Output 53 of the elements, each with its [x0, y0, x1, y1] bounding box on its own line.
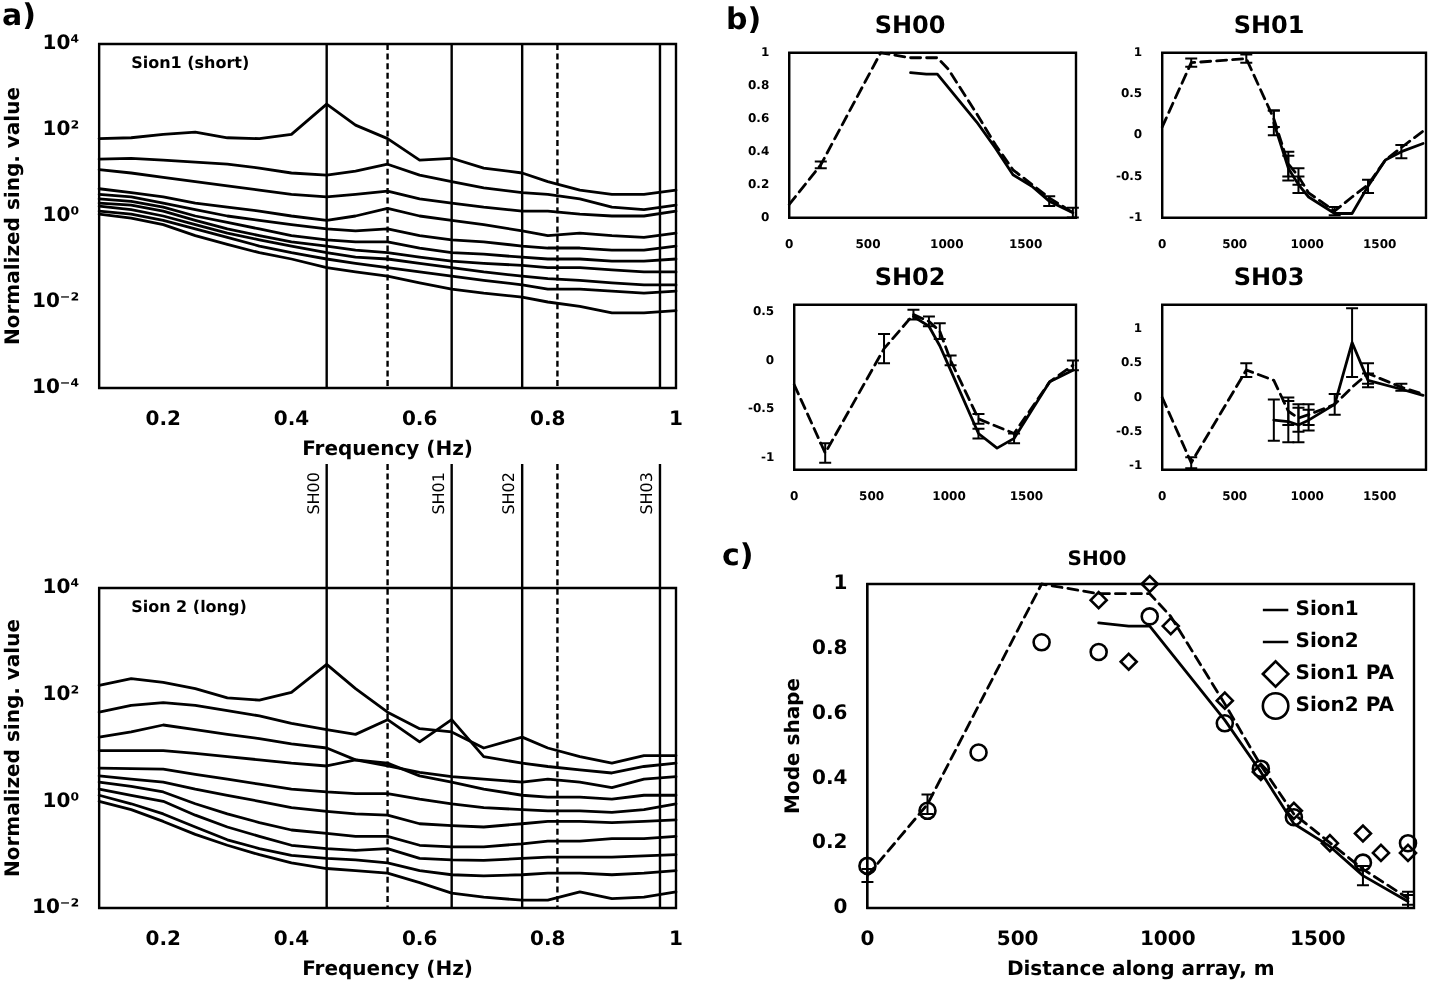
- chart-title: SH00: [1067, 549, 1127, 572]
- y-tick-label: 10⁻²: [31, 897, 80, 920]
- y-tick-label: 0.8: [811, 637, 848, 660]
- text: a): [2, 0, 36, 33]
- x-tick-label: 0.2: [145, 929, 182, 952]
- chart-title: SH01: [1233, 10, 1305, 39]
- x-tick-label: 0.4: [273, 409, 310, 432]
- y-tick-label: 10⁴: [42, 33, 80, 56]
- x-tick-label: 500: [996, 929, 1039, 952]
- y-tick-label: 0.4: [811, 767, 848, 790]
- x-tick-label: 0.6: [401, 929, 438, 952]
- annotation: Sion1 (short): [131, 54, 250, 73]
- x-tick-label: 1000: [1139, 929, 1196, 952]
- x-tick-label: 1500: [1290, 929, 1346, 952]
- x-tick-label: 1: [669, 409, 684, 432]
- x-tick-label: 0.6: [401, 409, 438, 432]
- chart-title: SH02: [874, 262, 946, 291]
- y-tick-label: 10⁰: [42, 790, 80, 813]
- ref-line-label: SH00: [304, 472, 323, 515]
- legend-label: Sion2 PA: [1295, 695, 1395, 718]
- x-axis-title: Distance along array, m: [1006, 959, 1275, 982]
- x-axis-title: Frequency (Hz): [302, 439, 473, 462]
- y-axis-title: Mode shape: [783, 677, 806, 815]
- x-tick-label: 0.4: [273, 929, 310, 952]
- x-tick-label: 0: [860, 929, 875, 952]
- y-axis-title: Normalized sing. value: [3, 618, 26, 877]
- ref-line-label: SH03: [638, 472, 657, 515]
- y-tick-label: 10⁰: [42, 205, 80, 228]
- x-tick-label: 1: [669, 929, 684, 952]
- text: b): [726, 0, 762, 37]
- y-tick-label: 10²: [42, 119, 80, 142]
- x-tick-label: 0.8: [530, 409, 566, 432]
- y-tick-label: 0.6: [811, 702, 848, 725]
- y-axis-title: Normalized sing. value: [3, 86, 26, 345]
- y-tick-label: 1: [833, 573, 848, 596]
- legend-label: Sion2: [1295, 631, 1359, 654]
- y-tick-label: 10²: [42, 683, 80, 706]
- chart-title: SH03: [1233, 262, 1305, 291]
- legend-label: Sion1: [1295, 599, 1359, 622]
- text: c): [722, 536, 754, 573]
- ref-line-label: SH02: [500, 472, 519, 515]
- y-tick-label: 0.2: [811, 832, 848, 855]
- x-tick-label: 0.8: [530, 929, 566, 952]
- x-tick-label: 0.2: [145, 409, 182, 432]
- x-axis-title: Frequency (Hz): [302, 959, 473, 982]
- y-tick-label: 10⁻²: [31, 291, 80, 314]
- y-tick-label: 0: [833, 897, 848, 920]
- annotation: Sion 2 (long): [131, 598, 247, 617]
- y-tick-label: 10⁻⁴: [31, 377, 80, 400]
- legend-label: Sion1 PA: [1295, 663, 1395, 686]
- ref-line-label: SH01: [429, 472, 448, 515]
- y-tick-label: 10⁴: [42, 577, 80, 600]
- chart-title: SH00: [874, 10, 946, 39]
